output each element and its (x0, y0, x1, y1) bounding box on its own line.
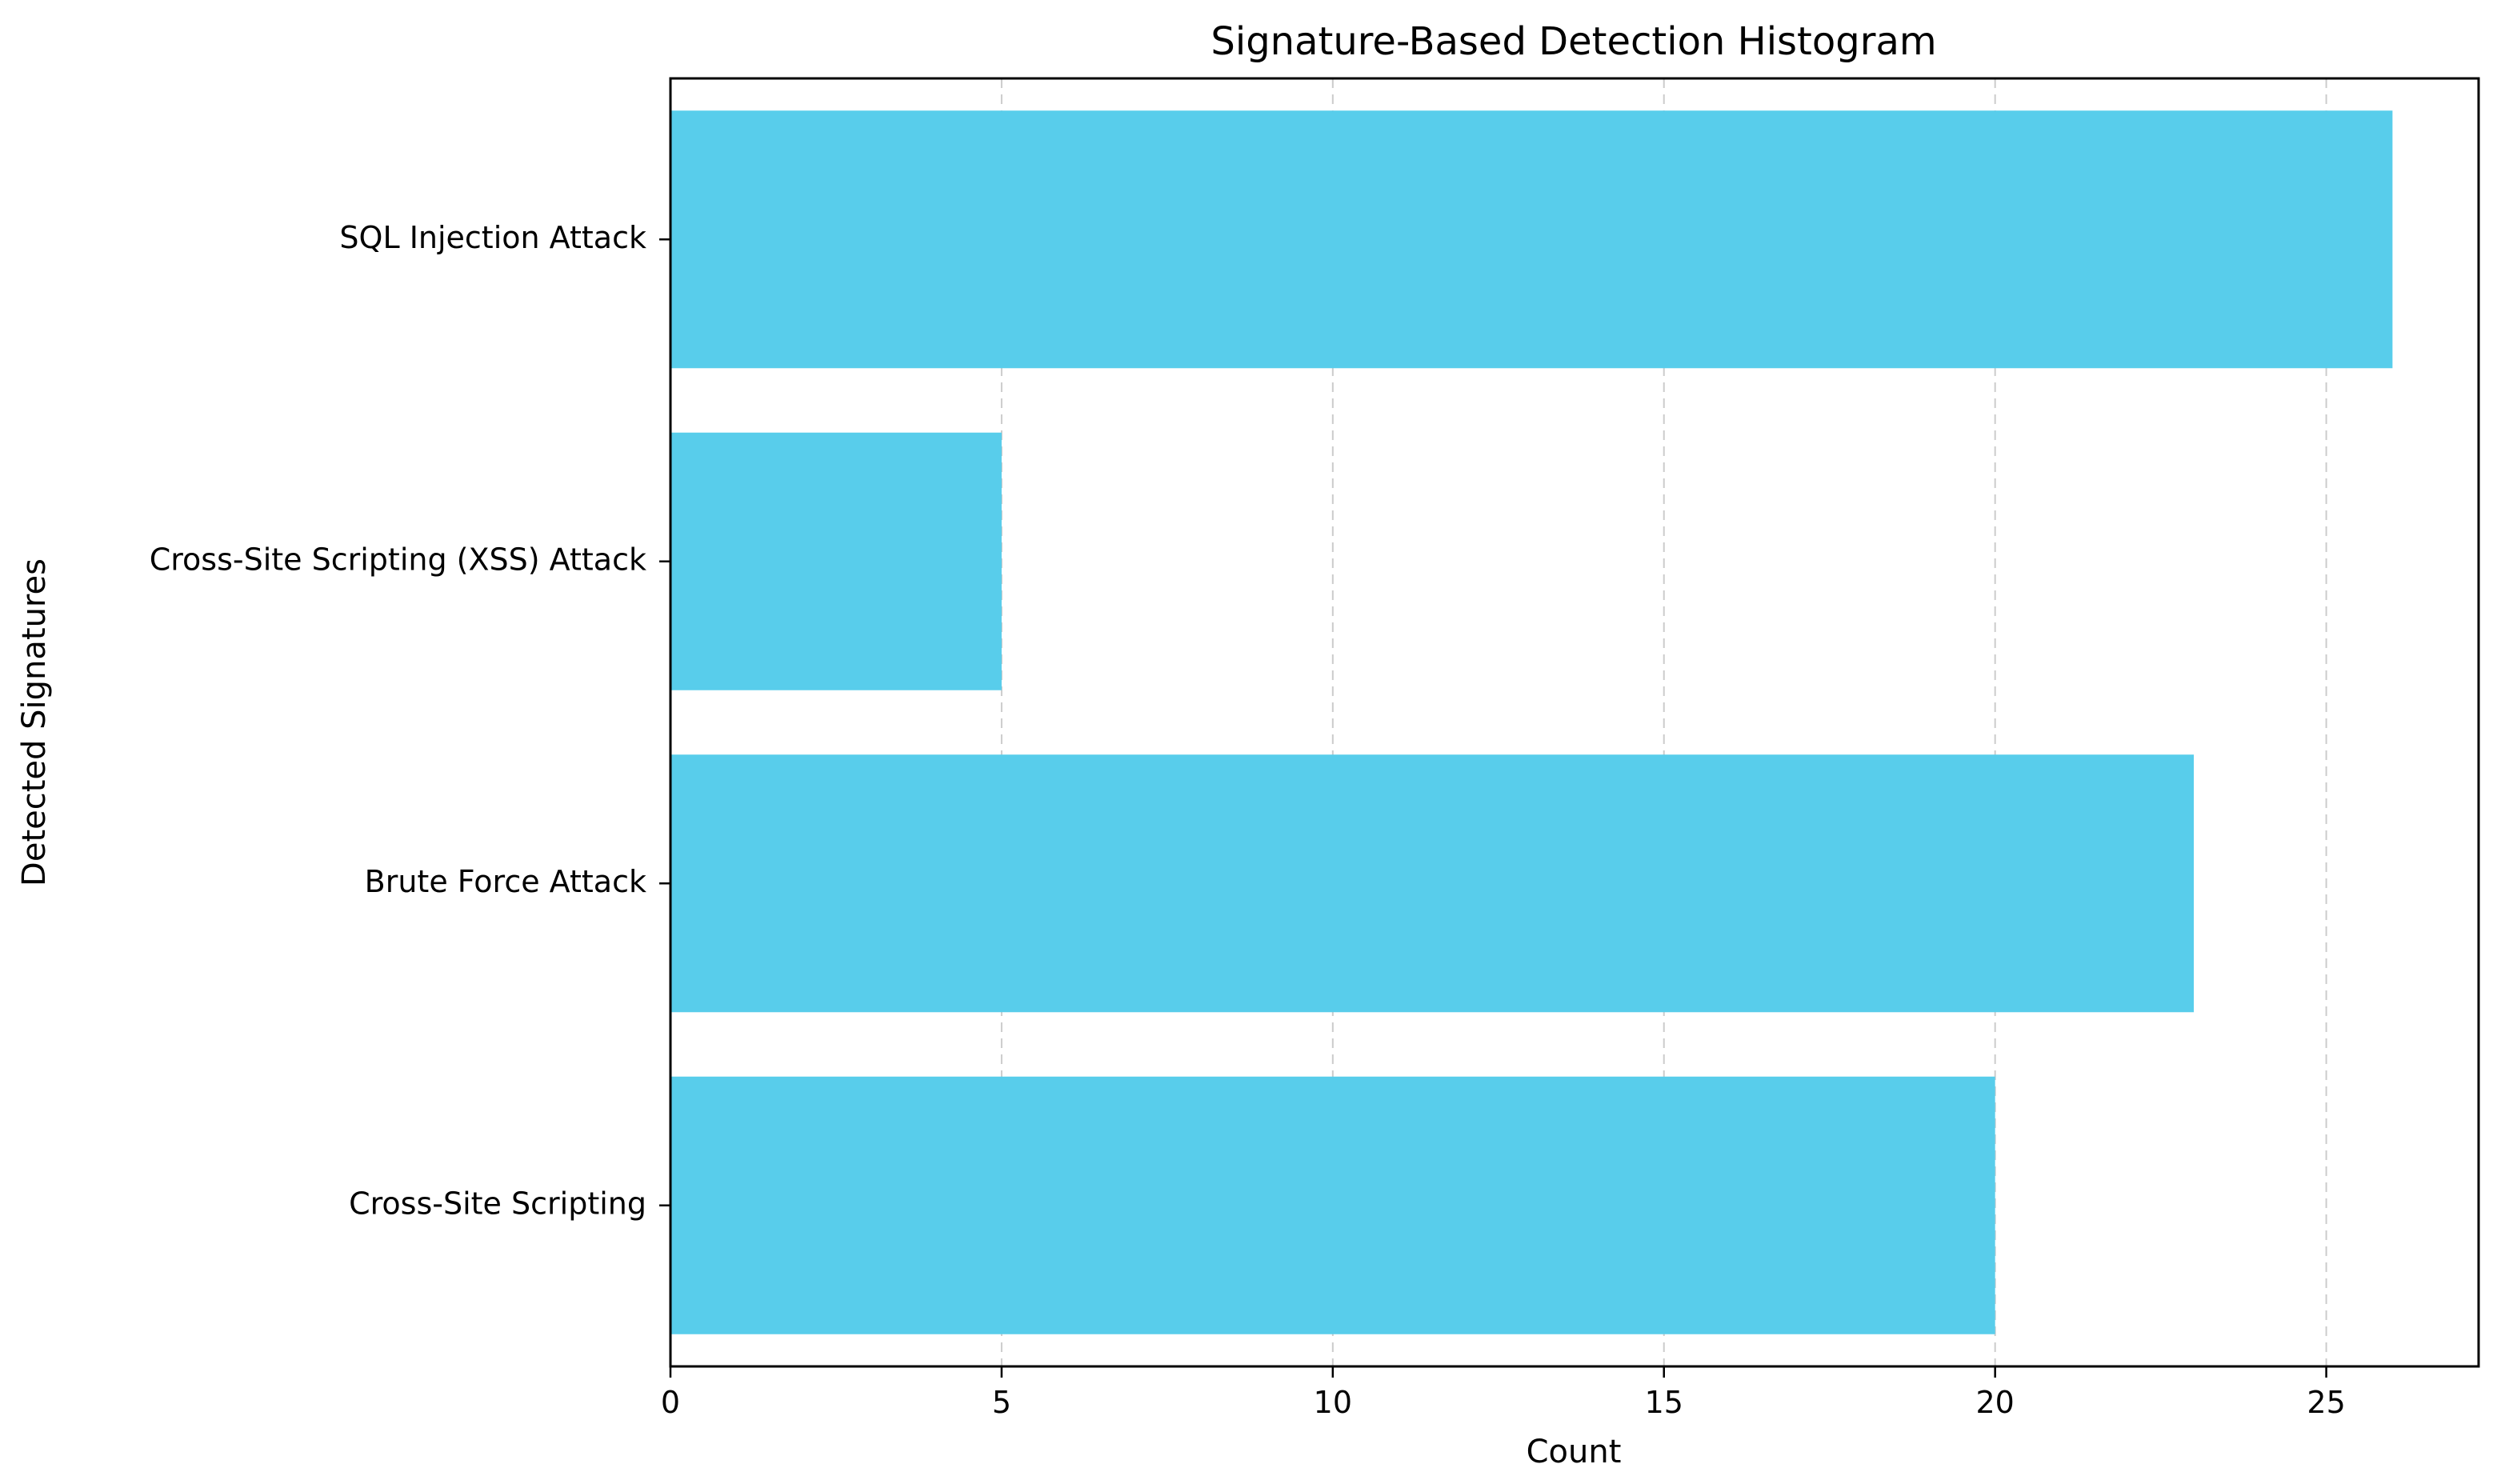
x-tick-label-0: 0 (661, 1385, 680, 1420)
x-tick-label-5: 25 (2307, 1385, 2345, 1420)
x-tick-label-4: 20 (1975, 1385, 2014, 1420)
x-tick-label-1: 5 (992, 1385, 1011, 1420)
bar-3 (670, 1076, 1995, 1334)
y-tick-label-1: Cross-Site Scripting (XSS) Attack (150, 542, 646, 577)
y-tick-label-2: Brute Force Attack (365, 864, 646, 899)
bar-0 (670, 110, 2393, 369)
x-axis-label: Count (1527, 1434, 1622, 1470)
y-tick-label-0: SQL Injection Attack (339, 220, 646, 255)
y-tick-label-3: Cross-Site Scripting (349, 1186, 646, 1221)
y-axis-label: Detected Signatures (16, 558, 53, 886)
bar-2 (670, 754, 2195, 1013)
plot-frame (669, 77, 2480, 1368)
bar-1 (670, 432, 1002, 690)
chart-title: Signature-Based Detection Histogram (1210, 19, 1936, 64)
x-tick-label-3: 15 (1645, 1385, 1683, 1420)
x-tick-label-2: 10 (1314, 1385, 1352, 1420)
axes: SQL Injection Attack Cross-Site Scripting… (150, 77, 2480, 1420)
bars (670, 110, 2393, 1334)
